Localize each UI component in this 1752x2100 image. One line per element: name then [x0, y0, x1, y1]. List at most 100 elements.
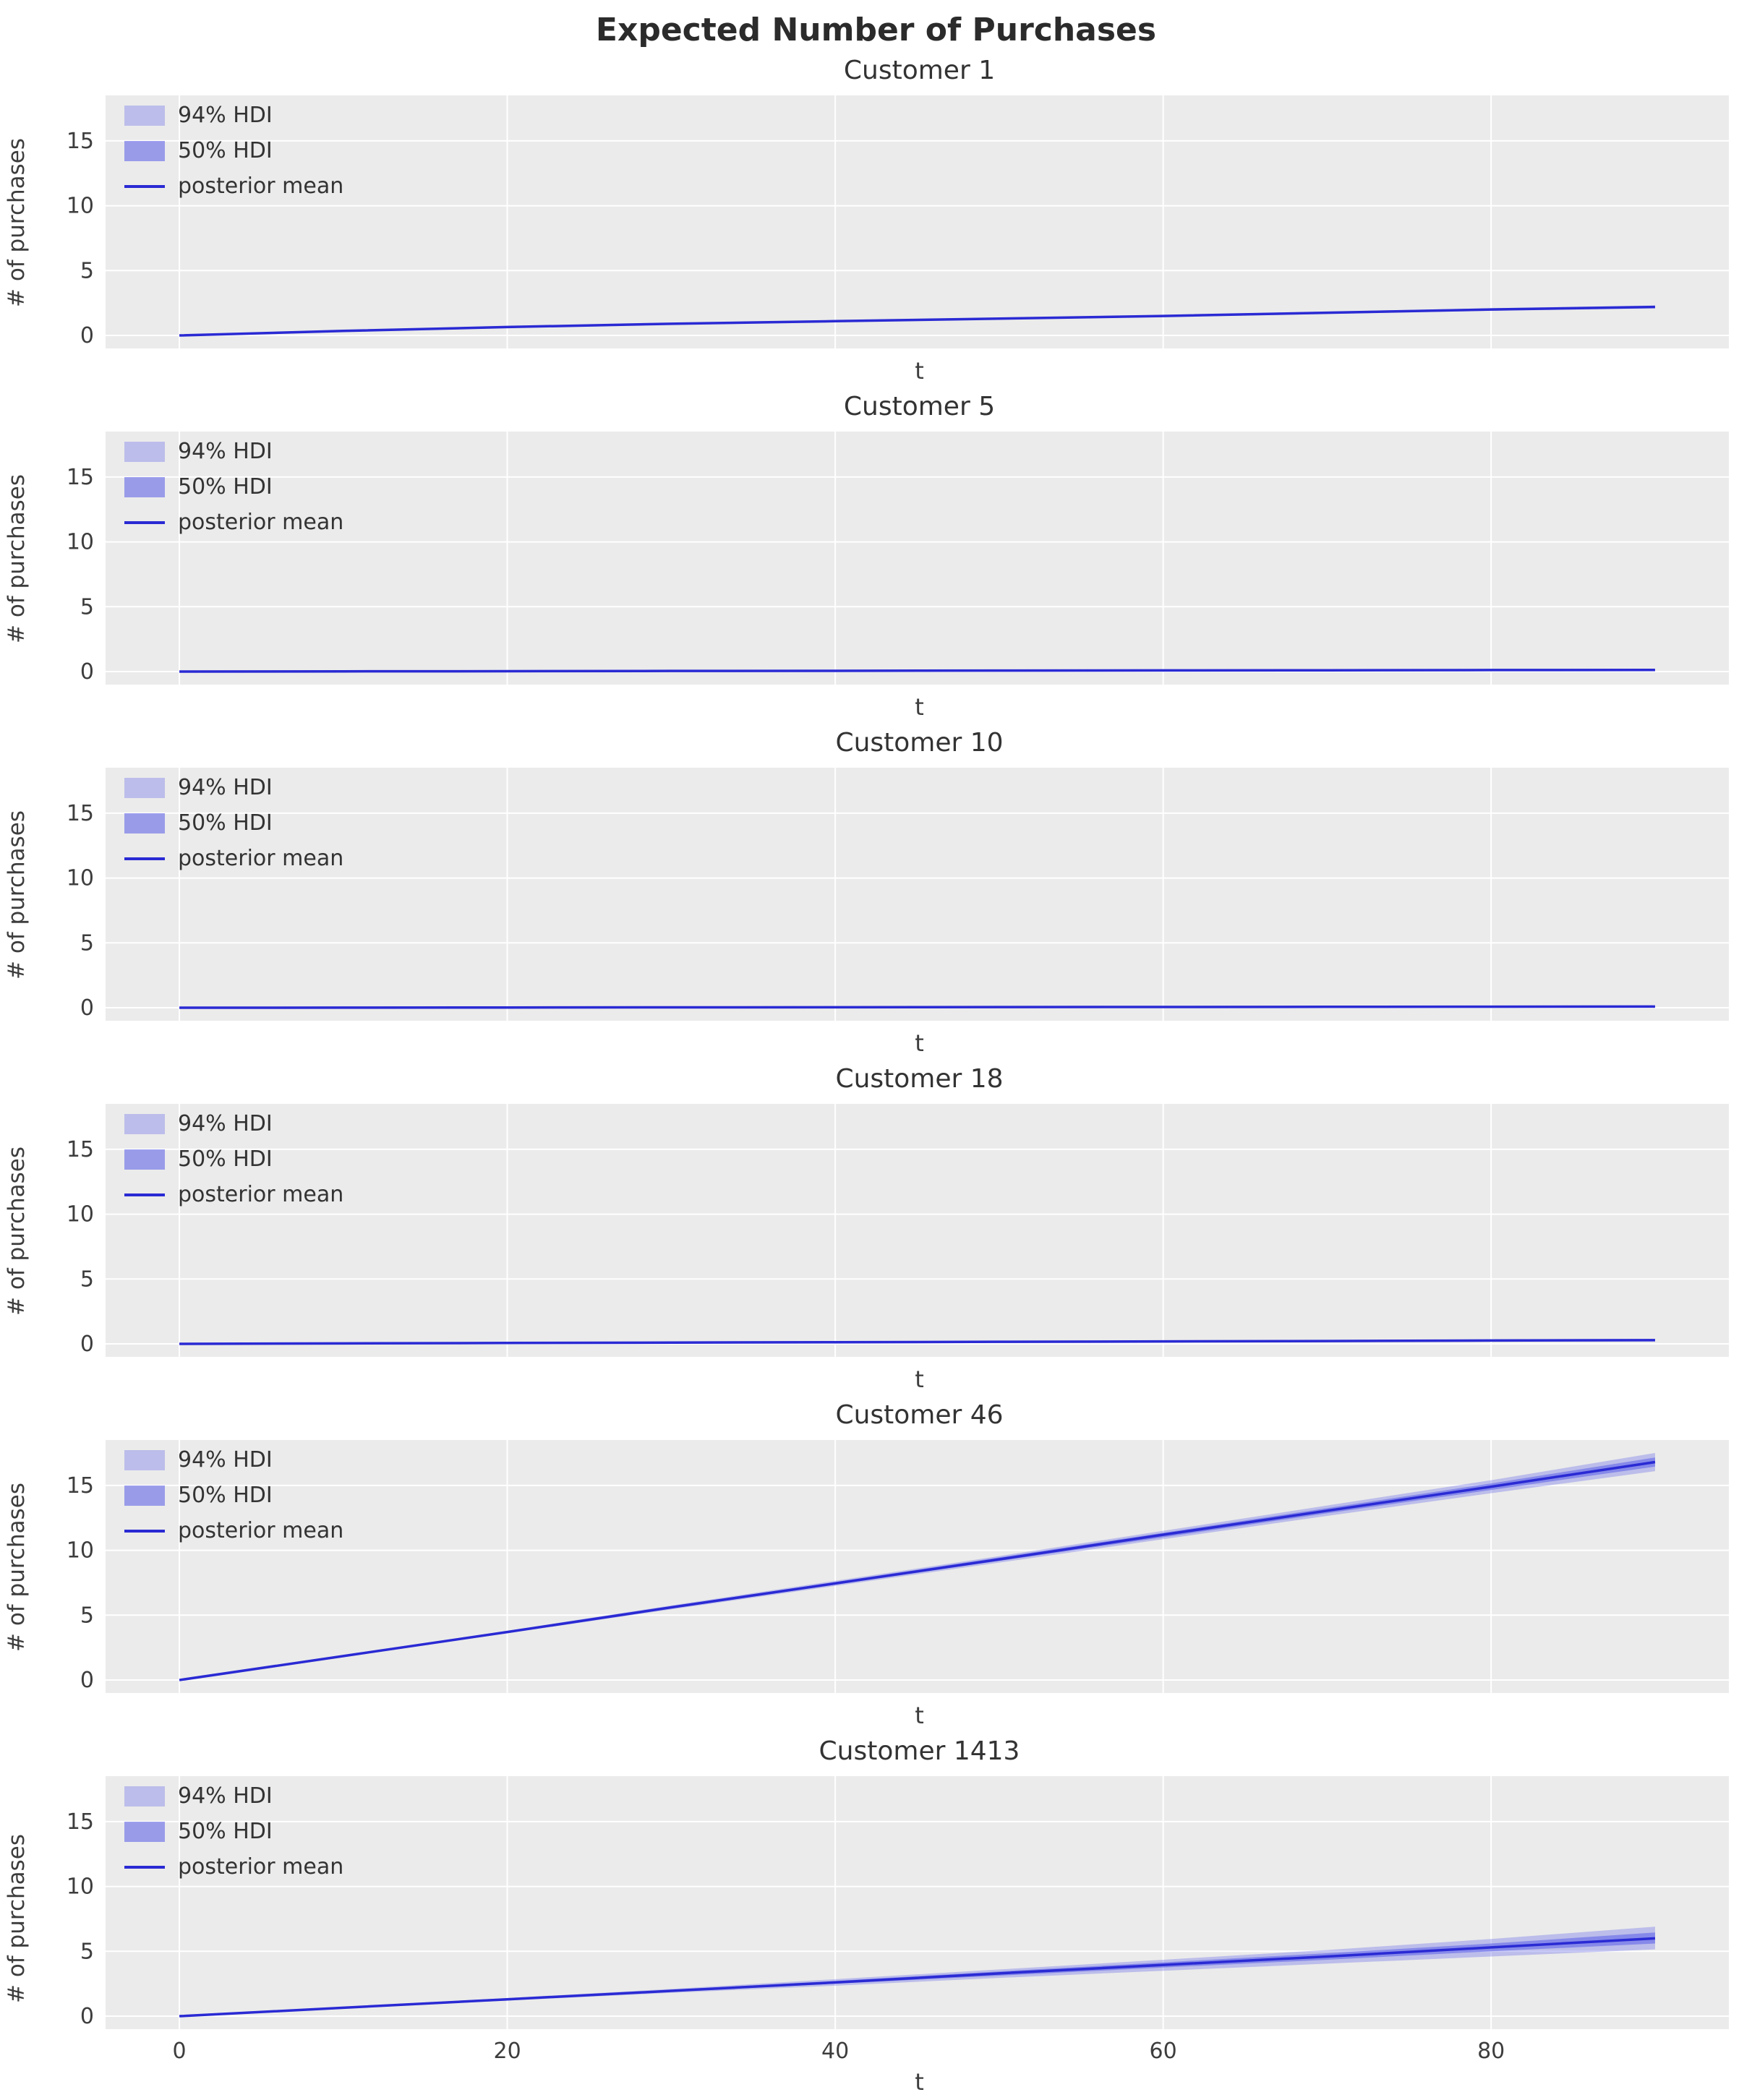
hdi50-swatch: [124, 476, 165, 497]
subplot-title: Customer 10: [835, 728, 1004, 758]
legend-item-94hdi: 94% HDI: [124, 775, 343, 800]
subplot-title: Customer 1: [843, 56, 996, 85]
svg-text:0: 0: [80, 1668, 94, 1693]
y-axis-label: # of purchases: [4, 474, 30, 644]
svg-text:5: 5: [80, 930, 94, 956]
hdi50-swatch: [124, 1821, 165, 1842]
svg-text:10: 10: [67, 1202, 94, 1227]
x-axis-label: t: [915, 1366, 924, 1393]
subplot-customer-1413: Customer 1413 # of purchases 0 5 10 15 0 20 40…: [0, 1736, 1752, 2096]
svg-text:5: 5: [80, 1603, 94, 1628]
plot-area: 0 5 10 15 94% HDI 50% HDI posterior mean: [33, 762, 1752, 1028]
svg-text:0: 0: [80, 1332, 94, 1357]
svg-text:15: 15: [67, 801, 94, 826]
chart-canvas: 0 5 10 15: [67, 95, 1729, 348]
subplot-title: Customer 46: [835, 1400, 1004, 1430]
hdi50-swatch: [124, 1149, 165, 1170]
svg-text:5: 5: [80, 1939, 94, 1964]
svg-text:10: 10: [67, 1538, 94, 1564]
x-axis-label: t: [915, 2068, 924, 2096]
legend-label-posterior-mean: posterior mean: [178, 1182, 344, 1207]
legend-label-94hdi: 94% HDI: [178, 1447, 273, 1473]
posterior-mean-line-icon: [124, 1193, 165, 1196]
subplot-customer-10: Customer 10 # of purchases 0 5 10 15 94% HD…: [0, 728, 1752, 1057]
plot-area: 0 5 10 15 94% HDI 50% HDI posterior mean: [33, 90, 1752, 356]
legend: 94% HDI 50% HDI posterior mean: [124, 775, 343, 871]
legend-item-posterior-mean: posterior mean: [124, 1518, 343, 1543]
legend-item-50hdi: 50% HDI: [124, 474, 343, 500]
svg-text:10: 10: [67, 1874, 94, 1900]
hdi50-swatch: [124, 813, 165, 833]
posterior-mean-line-icon: [124, 857, 165, 860]
x-axis-label: t: [915, 357, 924, 385]
legend-label-94hdi: 94% HDI: [178, 775, 273, 800]
hdi94-swatch: [124, 1113, 165, 1134]
svg-text:20: 20: [493, 2039, 521, 2064]
y-axis-label: # of purchases: [4, 1834, 30, 2004]
chart-canvas: 0 5 10 15 0 20 40 60 80: [67, 1776, 1729, 2064]
legend-item-posterior-mean: posterior mean: [124, 510, 343, 535]
chart-canvas: 0 5 10 15: [67, 1104, 1729, 1357]
legend-item-94hdi: 94% HDI: [124, 439, 343, 464]
posterior-mean-line-icon: [124, 184, 165, 188]
legend-item-50hdi: 50% HDI: [124, 1483, 343, 1508]
svg-text:80: 80: [1477, 2039, 1505, 2064]
legend-label-50hdi: 50% HDI: [178, 1147, 273, 1172]
legend-item-94hdi: 94% HDI: [124, 1111, 343, 1136]
subplot-customer-5: Customer 5 # of purchases 0 5 10 15 94% HDI…: [0, 392, 1752, 721]
legend-label-posterior-mean: posterior mean: [178, 846, 344, 871]
posterior-mean-line-icon: [124, 1529, 165, 1533]
legend-item-94hdi: 94% HDI: [124, 1783, 343, 1809]
hdi50-swatch: [124, 1485, 165, 1506]
chart-canvas: 0 5 10 15: [67, 768, 1729, 1021]
legend: 94% HDI 50% HDI posterior mean: [124, 439, 343, 535]
svg-text:0: 0: [172, 2039, 186, 2064]
legend: 94% HDI 50% HDI posterior mean: [124, 1111, 343, 1207]
legend-label-50hdi: 50% HDI: [178, 810, 273, 836]
subplot-title: Customer 18: [835, 1064, 1004, 1094]
svg-text:60: 60: [1150, 2039, 1177, 2064]
legend-item-50hdi: 50% HDI: [124, 810, 343, 836]
svg-text:10: 10: [67, 194, 94, 219]
subplot-customer-1: Customer 1 # of purchases 0 5 10 15 94% HDI…: [0, 56, 1752, 385]
svg-text:0: 0: [80, 659, 94, 685]
svg-text:40: 40: [821, 2039, 849, 2064]
legend: 94% HDI 50% HDI posterior mean: [124, 1783, 343, 1880]
chart-canvas: 0 5 10 15: [67, 1440, 1729, 1693]
hdi94-swatch: [124, 1449, 165, 1470]
posterior-mean-line-icon: [124, 520, 165, 524]
svg-text:0: 0: [80, 995, 94, 1021]
svg-text:15: 15: [67, 1473, 94, 1499]
legend-label-50hdi: 50% HDI: [178, 1819, 273, 1844]
svg-text:10: 10: [67, 530, 94, 555]
legend-item-50hdi: 50% HDI: [124, 1147, 343, 1172]
svg-text:5: 5: [80, 594, 94, 620]
legend-item-posterior-mean: posterior mean: [124, 846, 343, 871]
svg-text:15: 15: [67, 465, 94, 490]
legend-label-94hdi: 94% HDI: [178, 103, 273, 128]
svg-text:15: 15: [67, 129, 94, 154]
hdi94-swatch: [124, 777, 165, 798]
hdi94-swatch: [124, 1786, 165, 1807]
y-axis-label: # of purchases: [4, 810, 30, 980]
subplot-title: Customer 5: [843, 392, 996, 421]
plot-area: 0 5 10 15 94% HDI 50% HDI posterior mean: [33, 1098, 1752, 1364]
y-axis-label: # of purchases: [4, 138, 30, 308]
svg-text:0: 0: [80, 323, 94, 348]
legend: 94% HDI 50% HDI posterior mean: [124, 1447, 343, 1543]
figure-title: Expected Number of Purchases: [595, 12, 1157, 48]
y-axis-label: # of purchases: [4, 1483, 30, 1653]
legend-item-posterior-mean: posterior mean: [124, 1854, 343, 1880]
plot-area: 0 5 10 15 94% HDI 50% HDI posterior mean: [33, 426, 1752, 692]
subplot-customer-46: Customer 46 # of purchases 0 5 10 15 94% HD…: [0, 1400, 1752, 1729]
legend-label-50hdi: 50% HDI: [178, 1483, 273, 1508]
svg-text:15: 15: [67, 1809, 94, 1835]
y-axis-label: # of purchases: [4, 1147, 30, 1316]
legend-item-50hdi: 50% HDI: [124, 1819, 343, 1844]
legend-item-94hdi: 94% HDI: [124, 1447, 343, 1473]
legend-label-50hdi: 50% HDI: [178, 474, 273, 500]
chart-canvas: 0 5 10 15: [67, 432, 1729, 685]
hdi50-swatch: [124, 140, 165, 161]
legend-label-posterior-mean: posterior mean: [178, 510, 344, 535]
hdi94-swatch: [124, 105, 165, 126]
